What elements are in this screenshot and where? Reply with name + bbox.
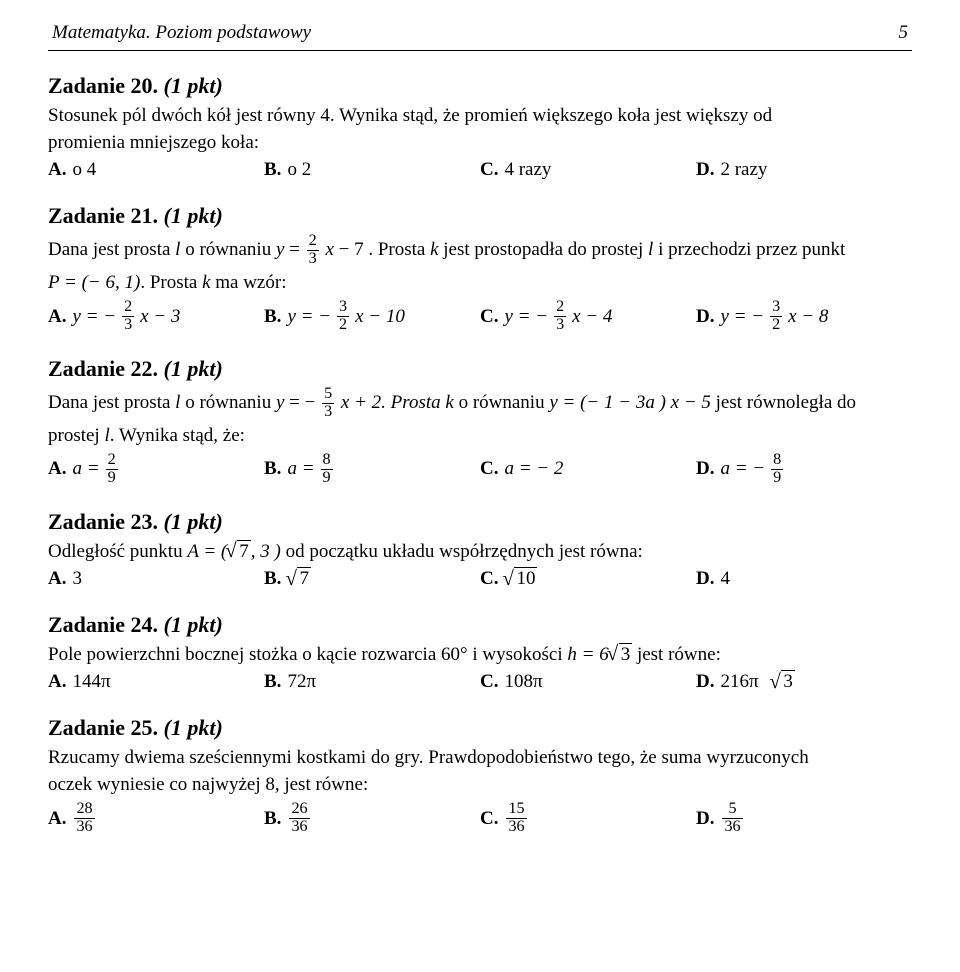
task-22-body-l1: Dana jest prosta l o równaniu y = − 53 x… <box>48 386 912 421</box>
task-24-optD: D.216π 3 <box>696 671 912 693</box>
task-25-title: Zadanie 25. (1 pkt) <box>48 715 912 741</box>
task-21-optA: A. y = − 23 x − 3 <box>48 299 264 334</box>
task-25-number: Zadanie 25. <box>48 715 158 740</box>
task-20-optB: B.o 2 <box>264 159 480 181</box>
task-25-options: A. 2836 B. 2636 C. 1536 D. 536 <box>48 801 912 836</box>
task-20-number: Zadanie 20. <box>48 73 158 98</box>
task-23-options: A.3 B.7 C.10 D.4 <box>48 568 912 590</box>
task-20-body-l1: Stosunek pól dwóch kół jest równy 4. Wyn… <box>48 103 912 128</box>
task-23-optB: B.7 <box>264 568 480 590</box>
task-23-body: Odległość punktu A = (7, 3 ) od początku… <box>48 539 912 564</box>
task-21-optD: D. y = − 32 x − 8 <box>696 299 912 334</box>
task-22-title: Zadanie 22. (1 pkt) <box>48 356 912 382</box>
task-24-body: Pole powierzchni bocznej stożka o kącie … <box>48 642 912 667</box>
task-23-number: Zadanie 23. <box>48 509 158 534</box>
task-23-pkt: (1 pkt) <box>164 509 223 534</box>
header-title: Matematyka. Poziom podstawowy <box>52 22 311 44</box>
task-23-optD: D.4 <box>696 568 912 590</box>
task-25-body-l2: oczek wyniesie co najwyżej 8, jest równe… <box>48 772 912 797</box>
task-24-optA: A.144π <box>48 671 264 693</box>
task-21-number: Zadanie 21. <box>48 203 158 228</box>
task-23-optC: C.10 <box>480 568 696 590</box>
task-24-number: Zadanie 24. <box>48 612 158 637</box>
task-22-pkt: (1 pkt) <box>164 356 223 381</box>
task-22-options: A. a = 29 B. a = 89 C. a = − 2 D. a = − … <box>48 452 912 487</box>
task-20-body-l2: promienia mniejszego koła: <box>48 130 912 155</box>
task-24-pkt: (1 pkt) <box>164 612 223 637</box>
task-23-optA: A.3 <box>48 568 264 590</box>
task-20-optD: D.2 razy <box>696 159 912 181</box>
task-21-body-l1: Dana jest prosta l o równaniu y = 23 x −… <box>48 233 912 268</box>
task-25-optA: A. 2836 <box>48 801 264 836</box>
task-22-number: Zadanie 22. <box>48 356 158 381</box>
task-25-optC: C. 1536 <box>480 801 696 836</box>
task-22-optA: A. a = 29 <box>48 452 264 487</box>
page-header: Matematyka. Poziom podstawowy 5 <box>48 22 912 48</box>
task-20-title: Zadanie 20. (1 pkt) <box>48 73 912 99</box>
task-20-optC: C.4 razy <box>480 159 696 181</box>
task-25-pkt: (1 pkt) <box>164 715 223 740</box>
task-21-options: A. y = − 23 x − 3 B. y = − 32 x − 10 C. … <box>48 299 912 334</box>
task-20-optA: A.o 4 <box>48 159 264 181</box>
page-number: 5 <box>899 22 909 44</box>
task-24-options: A.144π B.72π C.108π D.216π 3 <box>48 671 912 693</box>
task-23-title: Zadanie 23. (1 pkt) <box>48 509 912 535</box>
page: Matematyka. Poziom podstawowy 5 Zadanie … <box>0 0 960 972</box>
task-22-optD: D. a = − 89 <box>696 452 912 487</box>
task-21-title: Zadanie 21. (1 pkt) <box>48 203 912 229</box>
task-24-title: Zadanie 24. (1 pkt) <box>48 612 912 638</box>
task-20-options: A.o 4 B.o 2 C.4 razy D.2 razy <box>48 159 912 181</box>
task-21-optB: B. y = − 32 x − 10 <box>264 299 480 334</box>
task-21-body-l2: P = (− 6, 1). Prosta k ma wzór: <box>48 270 912 295</box>
task-22-optB: B. a = 89 <box>264 452 480 487</box>
task-21-optC: C. y = − 23 x − 4 <box>480 299 696 334</box>
task-24-optB: B.72π <box>264 671 480 693</box>
task-25-optB: B. 2636 <box>264 801 480 836</box>
header-rule <box>48 50 912 51</box>
task-22-body-l2: prostej l. Wynika stąd, że: <box>48 423 912 448</box>
task-21-pkt: (1 pkt) <box>164 203 223 228</box>
task-20-pkt: (1 pkt) <box>164 73 223 98</box>
task-25-optD: D. 536 <box>696 801 912 836</box>
task-24-optC: C.108π <box>480 671 696 693</box>
task-22-optC: C. a = − 2 <box>480 452 696 487</box>
task-25-body-l1: Rzucamy dwiema sześciennymi kostkami do … <box>48 745 912 770</box>
